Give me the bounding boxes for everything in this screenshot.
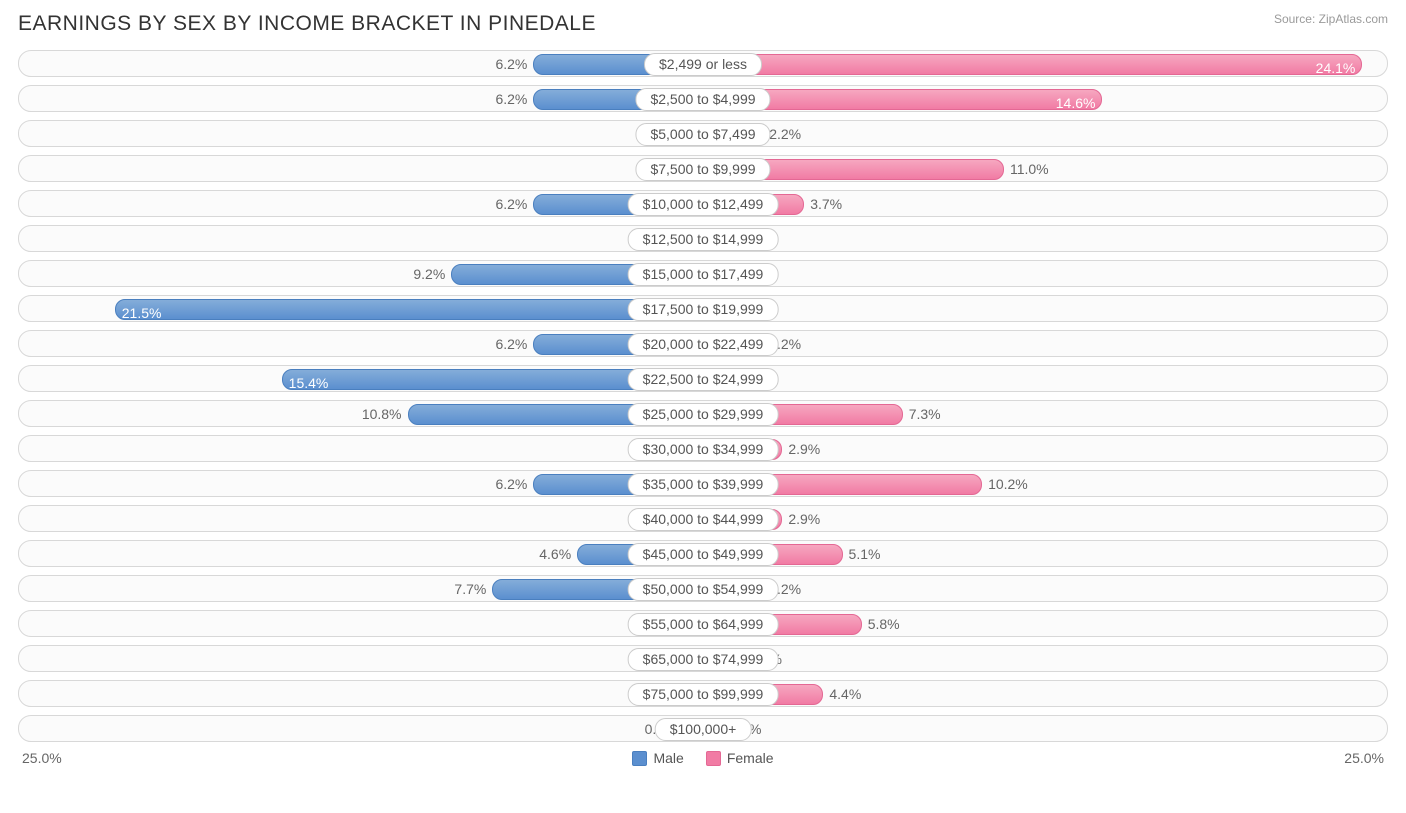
chart-row: 0.0%2.9%$30,000 to $34,999 xyxy=(18,435,1388,462)
chart-header: EARNINGS BY SEX BY INCOME BRACKET IN PIN… xyxy=(18,12,1388,36)
bracket-label: $5,000 to $7,499 xyxy=(635,123,770,146)
chart-row: 0.0%2.9%$40,000 to $44,999 xyxy=(18,505,1388,532)
bracket-label: $17,500 to $19,999 xyxy=(628,298,779,321)
bracket-label: $40,000 to $44,999 xyxy=(628,508,779,531)
bracket-label: $55,000 to $64,999 xyxy=(628,613,779,636)
chart-row: 10.8% 7.3% $25,000 to $29,999 xyxy=(18,400,1388,427)
bracket-label: $45,000 to $49,999 xyxy=(628,543,779,566)
male-value: 6.2% xyxy=(495,191,533,218)
female-value: 2.9% xyxy=(782,436,820,463)
male-value: 7.7% xyxy=(454,576,492,603)
chart-row: 4.6% 5.1% $45,000 to $49,999 xyxy=(18,540,1388,567)
legend: Male Female xyxy=(632,750,773,766)
bracket-label: $2,500 to $4,999 xyxy=(635,88,770,111)
female-value: 24.1% xyxy=(1316,55,1356,82)
male-value: 6.2% xyxy=(495,51,533,78)
bracket-label: $10,000 to $12,499 xyxy=(628,193,779,216)
legend-item-male: Male xyxy=(632,750,683,766)
chart-row: 0.0%4.4%$75,000 to $99,999 xyxy=(18,680,1388,707)
bracket-label: $15,000 to $17,499 xyxy=(628,263,779,286)
bracket-label: $12,500 to $14,999 xyxy=(628,228,779,251)
bracket-label: $2,499 or less xyxy=(644,53,762,76)
chart-row: 9.2%0.0%$15,000 to $17,499 xyxy=(18,260,1388,287)
male-bar: 21.5% xyxy=(115,299,703,320)
diverging-bar-chart: 6.2%24.1%$2,499 or less6.2%14.6%$2,500 t… xyxy=(18,50,1388,742)
axis-right-max: 25.0% xyxy=(1344,750,1384,766)
bracket-label: $65,000 to $74,999 xyxy=(628,648,779,671)
axis-left-max: 25.0% xyxy=(22,750,62,766)
chart-footer: 25.0% Male Female 25.0% xyxy=(18,750,1388,766)
chart-row: 7.7%2.2%$50,000 to $54,999 xyxy=(18,575,1388,602)
male-value: 6.2% xyxy=(495,86,533,113)
chart-row: 0.0%11.0%$7,500 to $9,999 xyxy=(18,155,1388,182)
chart-row: 0.0%1.5%$65,000 to $74,999 xyxy=(18,645,1388,672)
chart-row: 0.0%0.0%$100,000+ xyxy=(18,715,1388,742)
male-value: 21.5% xyxy=(122,300,162,327)
chart-title: EARNINGS BY SEX BY INCOME BRACKET IN PIN… xyxy=(18,12,596,36)
female-value: 3.7% xyxy=(804,191,842,218)
bracket-label: $25,000 to $29,999 xyxy=(628,403,779,426)
male-swatch-icon xyxy=(632,751,647,766)
male-value: 10.8% xyxy=(362,401,408,428)
male-value: 6.2% xyxy=(495,471,533,498)
chart-row: 15.4%0.0%$22,500 to $24,999 xyxy=(18,365,1388,392)
female-bar: 24.1% xyxy=(703,54,1362,75)
legend-item-female: Female xyxy=(706,750,774,766)
chart-row: 0.0%5.8%$55,000 to $64,999 xyxy=(18,610,1388,637)
male-value: 15.4% xyxy=(289,370,329,397)
bracket-label: $30,000 to $34,999 xyxy=(628,438,779,461)
chart-row: 6.2%2.2%$20,000 to $22,499 xyxy=(18,330,1388,357)
female-value: 5.8% xyxy=(862,611,900,638)
bracket-label: $7,500 to $9,999 xyxy=(635,158,770,181)
bracket-label: $100,000+ xyxy=(655,718,752,741)
female-value: 14.6% xyxy=(1056,90,1096,117)
male-value: 9.2% xyxy=(413,261,451,288)
chart-row: 21.5%0.0%$17,500 to $19,999 xyxy=(18,295,1388,322)
bracket-label: $20,000 to $22,499 xyxy=(628,333,779,356)
chart-row: 6.2%14.6%$2,500 to $4,999 xyxy=(18,85,1388,112)
bracket-label: $75,000 to $99,999 xyxy=(628,683,779,706)
chart-row: 6.2% 10.2% $35,000 to $39,999 xyxy=(18,470,1388,497)
female-value: 7.3% xyxy=(903,401,941,428)
female-value: 11.0% xyxy=(1004,156,1049,183)
bracket-label: $50,000 to $54,999 xyxy=(628,578,779,601)
male-value: 6.2% xyxy=(495,331,533,358)
chart-row: 0.0%2.2%$5,000 to $7,499 xyxy=(18,120,1388,147)
bracket-label: $22,500 to $24,999 xyxy=(628,368,779,391)
female-value: 2.9% xyxy=(782,506,820,533)
legend-female-label: Female xyxy=(727,750,774,766)
chart-row: 0.0%0.0%$12,500 to $14,999 xyxy=(18,225,1388,252)
female-value: 4.4% xyxy=(823,681,861,708)
source-attribution: Source: ZipAtlas.com xyxy=(1274,12,1388,26)
female-swatch-icon xyxy=(706,751,721,766)
bracket-label: $35,000 to $39,999 xyxy=(628,473,779,496)
chart-row: 6.2% 24.1%$2,499 or less xyxy=(18,50,1388,77)
chart-row: 6.2% 3.7% $10,000 to $12,499 xyxy=(18,190,1388,217)
male-value: 4.6% xyxy=(539,541,577,568)
female-value: 5.1% xyxy=(843,541,881,568)
legend-male-label: Male xyxy=(653,750,683,766)
female-value: 10.2% xyxy=(982,471,1028,498)
